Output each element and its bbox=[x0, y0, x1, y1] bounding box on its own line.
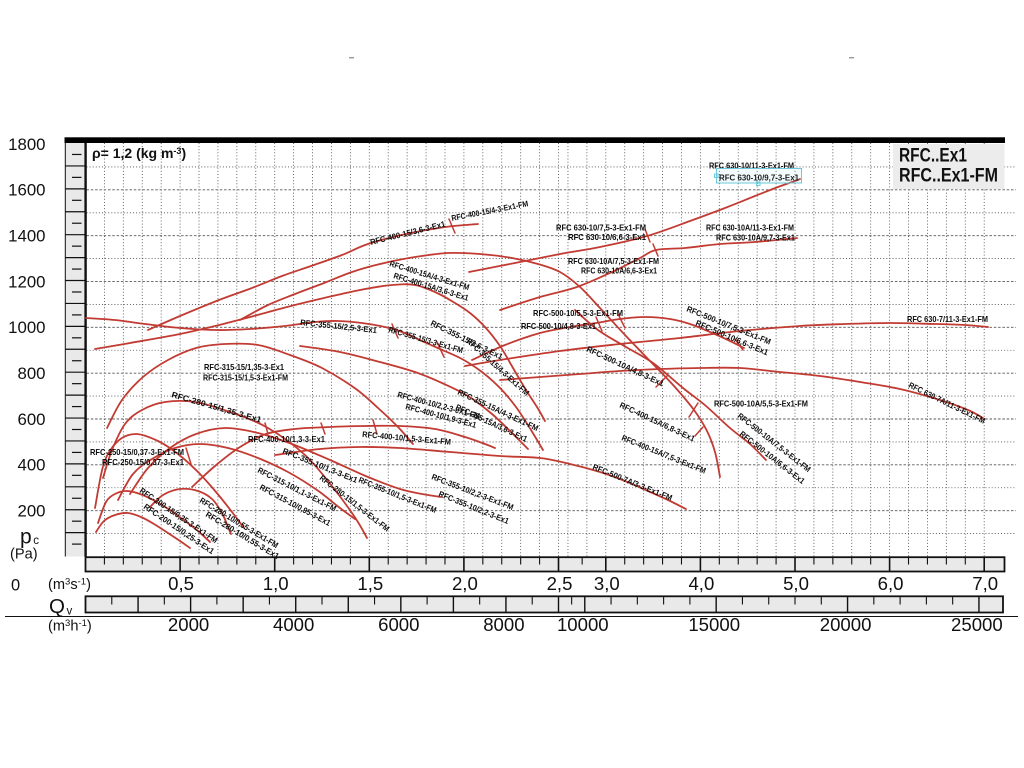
svg-text:10000: 10000 bbox=[557, 614, 609, 635]
svg-text:Qv: Qv bbox=[49, 595, 72, 618]
svg-text:1400: 1400 bbox=[8, 227, 45, 246]
svg-text:3,0: 3,0 bbox=[594, 573, 620, 594]
svg-text:(Pa): (Pa) bbox=[10, 547, 38, 563]
svg-text:RFC-500-10/4,8-3-Ex1: RFC-500-10/4,8-3-Ex1 bbox=[521, 322, 596, 331]
svg-text:25000: 25000 bbox=[951, 614, 1003, 635]
svg-text:1600: 1600 bbox=[8, 181, 45, 200]
svg-text:600: 600 bbox=[18, 410, 46, 429]
svg-text:RFC-400-10/1,5-3-Ex1-FM: RFC-400-10/1,5-3-Ex1-FM bbox=[362, 430, 452, 447]
svg-text:4000: 4000 bbox=[273, 614, 314, 635]
svg-text:pc: pc bbox=[20, 526, 39, 549]
svg-text:RFC 630-10/6,6-3-Ex1: RFC 630-10/6,6-3-Ex1 bbox=[568, 233, 646, 242]
svg-text:RFC-500-10A/4,8-3-Ex1: RFC-500-10A/4,8-3-Ex1 bbox=[585, 345, 665, 389]
svg-text:ρ= 1,2 (kg m-3): ρ= 1,2 (kg m-3) bbox=[92, 145, 186, 161]
svg-text:800: 800 bbox=[18, 364, 46, 383]
svg-text:7,0: 7,0 bbox=[972, 573, 998, 594]
svg-text:(m3s-1): (m3s-1) bbox=[48, 576, 91, 593]
svg-text:2000: 2000 bbox=[168, 614, 209, 635]
svg-text:2,0: 2,0 bbox=[452, 573, 478, 594]
svg-text:1000: 1000 bbox=[8, 318, 45, 337]
svg-text:RFC-500-7A/3-3-Ex1-FM: RFC-500-7A/3-3-Ex1-FM bbox=[591, 463, 673, 503]
svg-text:RFC-250-15/0,37-3-Ex1-FM: RFC-250-15/0,37-3-Ex1-FM bbox=[90, 448, 184, 457]
svg-text:RFC-250-15/0,37-3-Ex1: RFC-250-15/0,37-3-Ex1 bbox=[102, 458, 184, 467]
svg-text:RFC-500-10A/5,5-3-Ex1-FM: RFC-500-10A/5,5-3-Ex1-FM bbox=[714, 400, 808, 409]
svg-text:RFC 630-10A/11-3-Ex1-FM: RFC 630-10A/11-3-Ex1-FM bbox=[706, 224, 794, 233]
svg-text:RFC 630-10A/6,6-3-Ex1: RFC 630-10A/6,6-3-Ex1 bbox=[581, 267, 657, 276]
svg-text:RFC 630-10A/7,5-3-Ex1-FM: RFC 630-10A/7,5-3-Ex1-FM bbox=[568, 257, 659, 266]
svg-text:0: 0 bbox=[11, 577, 20, 595]
svg-text:8000: 8000 bbox=[483, 614, 524, 635]
svg-text:1800: 1800 bbox=[8, 135, 45, 154]
svg-text:6,0: 6,0 bbox=[878, 573, 904, 594]
svg-text:RFC 630-10/11-3-Ex1-FM: RFC 630-10/11-3-Ex1-FM bbox=[709, 162, 794, 171]
svg-text:5,0: 5,0 bbox=[783, 573, 809, 594]
svg-text:RFC-400-15/4-3-Ex1-FM: RFC-400-15/4-3-Ex1-FM bbox=[451, 199, 529, 223]
svg-text:(m3h-1): (m3h-1) bbox=[48, 618, 92, 635]
svg-text:2,5: 2,5 bbox=[547, 573, 573, 594]
svg-text:RFC 630-10/9,7-3-Ex1: RFC 630-10/9,7-3-Ex1 bbox=[719, 174, 799, 183]
svg-text:RFC 630-10/7,5-3-Ex1-FM: RFC 630-10/7,5-3-Ex1-FM bbox=[556, 224, 646, 233]
svg-text:1,0: 1,0 bbox=[263, 573, 289, 594]
svg-text:1200: 1200 bbox=[8, 272, 45, 291]
svg-text:RFC..Ex1: RFC..Ex1 bbox=[899, 146, 967, 167]
svg-text:1,5: 1,5 bbox=[357, 573, 383, 594]
svg-text:6000: 6000 bbox=[378, 614, 419, 635]
svg-text:RFC 630-10A/9,7-3-Ex1: RFC 630-10A/9,7-3-Ex1 bbox=[716, 234, 795, 243]
svg-text:20000: 20000 bbox=[820, 614, 872, 635]
svg-text:200: 200 bbox=[18, 502, 46, 521]
svg-text:RFC 630-7/11-3-Ex1-FM: RFC 630-7/11-3-Ex1-FM bbox=[907, 315, 988, 324]
svg-text:RFC-315-15/1,35-3-Ex1: RFC-315-15/1,35-3-Ex1 bbox=[204, 363, 284, 372]
svg-text:0,5: 0,5 bbox=[168, 573, 194, 594]
svg-text:RFC-315-15/1,5-3-Ex1-FM: RFC-315-15/1,5-3-Ex1-FM bbox=[203, 374, 288, 383]
svg-text:15000: 15000 bbox=[688, 614, 740, 635]
svg-text:RFC-400-10/1,3-3-Ex1: RFC-400-10/1,3-3-Ex1 bbox=[248, 435, 325, 444]
svg-text:RFC..Ex1-FM: RFC..Ex1-FM bbox=[899, 166, 998, 187]
svg-text:4,0: 4,0 bbox=[688, 573, 714, 594]
svg-text:RFC-280-15/1,35-3-Ex1: RFC-280-15/1,35-3-Ex1 bbox=[170, 390, 262, 424]
svg-text:RFC-500-10/5,5-3-Ex1-FM: RFC-500-10/5,5-3-Ex1-FM bbox=[533, 309, 623, 318]
svg-text:400: 400 bbox=[18, 456, 46, 475]
svg-text:RFC-400-15/3,6-3-Ex1: RFC-400-15/3,6-3-Ex1 bbox=[369, 219, 446, 246]
